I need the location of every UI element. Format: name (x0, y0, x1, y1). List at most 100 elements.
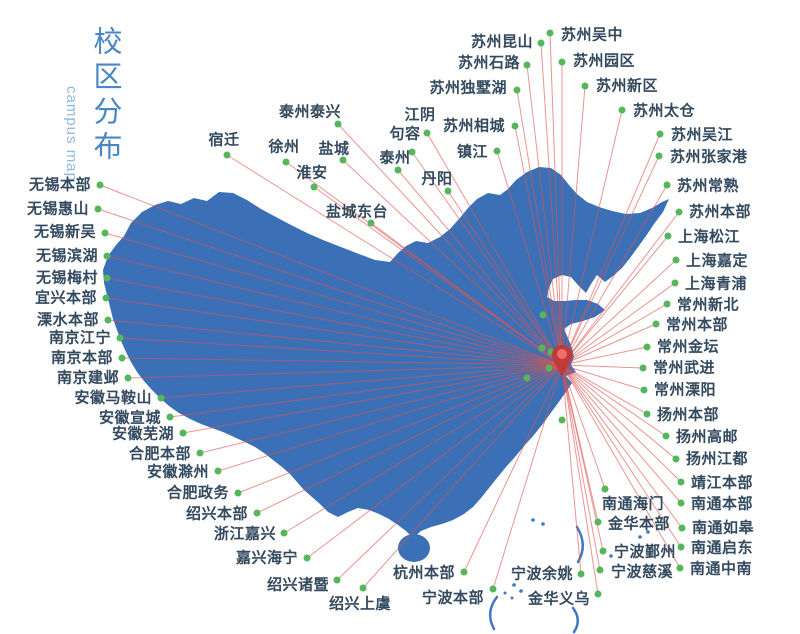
campus-label: 无锡本部 (28, 176, 91, 194)
connector-line (283, 364, 563, 534)
campus-label: 常州本部 (666, 316, 729, 334)
connector-line (561, 364, 682, 483)
campus-label: 无锡新吴 (33, 223, 96, 241)
campus-label: 镇江 (456, 143, 488, 161)
connector-line (496, 150, 563, 366)
campus-dot (460, 568, 468, 576)
campus-label: 江阴 (404, 106, 436, 124)
connector-line (561, 211, 680, 366)
connector-line (217, 364, 563, 472)
campus-dot (103, 274, 111, 282)
campus-dot (640, 386, 648, 394)
connector-line (561, 259, 677, 366)
campus-label: 南京江宁 (48, 329, 111, 347)
campus-dot (594, 590, 602, 598)
campus-label: 无锡滨湖 (35, 247, 98, 265)
connector-line (561, 364, 645, 391)
campus-label: 苏州石路 (457, 54, 520, 72)
connector-line (370, 222, 563, 366)
campus-dot (104, 316, 112, 324)
campus-label: 苏州相城 (442, 117, 505, 135)
islet-dot (609, 554, 613, 558)
campus-label: 常州金坛 (657, 338, 720, 356)
campus-dot (676, 564, 684, 572)
campus-label: 苏州吴江 (671, 126, 734, 144)
connector-line (516, 89, 563, 366)
islet-dot (510, 596, 514, 600)
campus-dot (656, 130, 664, 138)
campus-dot (513, 86, 521, 94)
campus-label: 无锡惠山 (26, 200, 89, 218)
campus-label: 常州新北 (677, 296, 740, 314)
campus-dot (444, 187, 452, 195)
campus-dot (333, 576, 341, 584)
campus-dot (639, 364, 647, 372)
campus-label: 丹阳 (421, 170, 453, 188)
campus-dot (672, 455, 680, 463)
map-hub-dot (558, 416, 566, 424)
campus-dot (663, 300, 671, 308)
campus-dot (511, 122, 519, 130)
connector-line (256, 364, 563, 514)
campus-dot (546, 29, 554, 37)
campus-label: 宿迁 (208, 131, 240, 149)
campus-dot (339, 156, 347, 164)
connector-line (561, 364, 681, 569)
campus-label: 宁波鄞州 (614, 543, 677, 561)
connector-line (199, 364, 563, 454)
connector-line (561, 155, 660, 366)
islet-dot (512, 583, 516, 587)
campus-dot (655, 152, 663, 160)
campus-label: 扬州高邮 (676, 428, 739, 446)
campus-dots (94, 29, 686, 598)
campus-label: 宁波余姚 (510, 565, 573, 583)
coastal-arc (571, 606, 579, 634)
connector-line (561, 109, 623, 366)
connector-line (97, 208, 563, 366)
connector-line (561, 85, 586, 366)
connector-line (540, 42, 563, 366)
campus-label: 徐州 (268, 138, 300, 156)
campus-label: 绍兴本部 (185, 505, 248, 523)
campus-label: 无锡梅村 (35, 269, 98, 287)
campus-dot (671, 279, 679, 287)
taiwan-island (446, 456, 470, 504)
china-map-shape (103, 167, 669, 538)
campus-dot (102, 294, 110, 302)
campus-dot (394, 166, 402, 174)
campus-label: 上海青浦 (685, 275, 748, 293)
connector-line (362, 364, 563, 589)
connector-line (306, 364, 563, 559)
campus-label: 常州溧阳 (654, 381, 717, 399)
campus-dot (157, 394, 165, 402)
campus-label: 南通如皋 (692, 519, 755, 537)
campus-label: 盐城东台 (325, 203, 389, 221)
campus-label: 靖江本部 (691, 474, 754, 492)
connector-line (561, 303, 668, 366)
campus-label: 安徽芜湖 (111, 425, 174, 443)
campus-label: 绍兴上虞 (328, 595, 392, 613)
campus-dot (282, 158, 290, 166)
campus-label: 南通海门 (602, 495, 665, 513)
campus-dot (489, 585, 497, 593)
campus-label: 绍兴诸暨 (266, 576, 329, 594)
campus-label: 宁波本部 (421, 589, 484, 607)
campus-label: 南通本部 (691, 495, 754, 513)
coastal-arc (488, 595, 499, 631)
campus-label: 淮安 (296, 164, 328, 182)
campus-label: 南京本部 (50, 349, 113, 367)
connector-line (561, 323, 657, 366)
campus-dot (116, 334, 124, 342)
campus-label: 安徽滁州 (146, 463, 209, 481)
connector-line (561, 235, 669, 366)
connector-line (561, 364, 682, 504)
connector-line (160, 364, 563, 399)
connector-line (121, 357, 563, 366)
campus-label: 杭州本部 (392, 564, 455, 582)
connector-line (561, 364, 599, 595)
connector-line (561, 364, 606, 490)
campus-label: 常州武进 (653, 359, 716, 377)
campus-dot (664, 232, 672, 240)
campus-dot (599, 547, 607, 555)
campus-dot (423, 129, 431, 137)
